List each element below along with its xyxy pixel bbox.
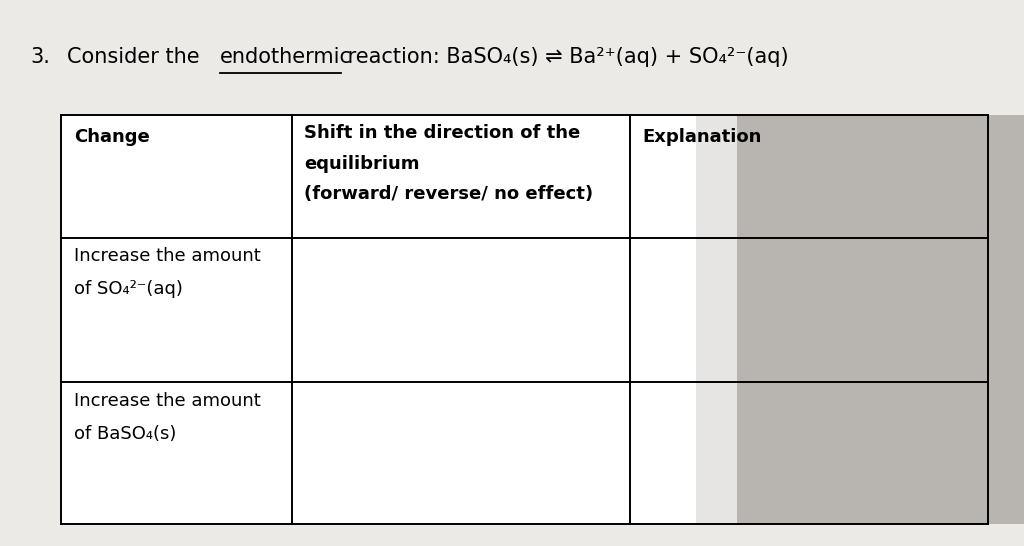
Text: reaction: BaSO₄(s) ⇌ Ba²⁺(aq) + SO₄²⁻(aq): reaction: BaSO₄(s) ⇌ Ba²⁺(aq) + SO₄²⁻(aq… (341, 48, 788, 67)
Text: endothermic: endothermic (220, 48, 352, 67)
Bar (61, 115, 988, 524)
Bar (737, 115, 1024, 524)
Text: Consider the: Consider the (67, 48, 206, 67)
Text: Increase the amount: Increase the amount (74, 392, 260, 410)
Text: (forward/ reverse/ no effect): (forward/ reverse/ no effect) (304, 185, 593, 203)
Text: Increase the amount: Increase the amount (74, 247, 260, 265)
Text: equilibrium: equilibrium (304, 155, 420, 173)
Bar (696, 115, 737, 524)
Text: of BaSO₄(s): of BaSO₄(s) (74, 425, 176, 443)
Text: Explanation: Explanation (642, 128, 762, 146)
Text: Change: Change (74, 128, 150, 146)
Text: Shift in the direction of the: Shift in the direction of the (304, 124, 581, 143)
Text: of SO₄²⁻(aq): of SO₄²⁻(aq) (74, 280, 182, 298)
Text: 3.: 3. (31, 48, 50, 67)
